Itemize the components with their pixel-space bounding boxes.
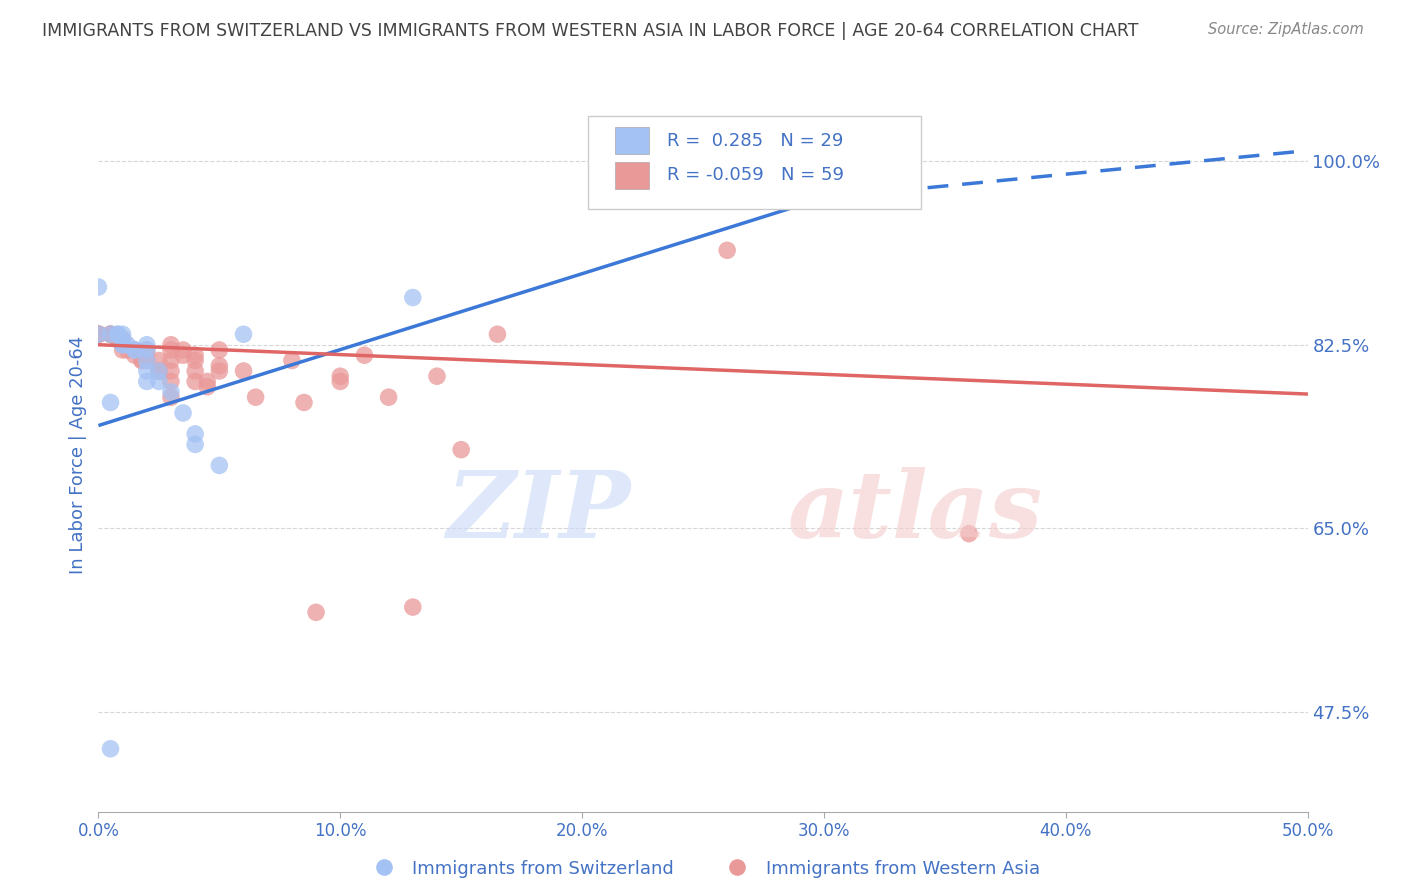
Point (184, 437, 207, 451)
Point (107, 333, 129, 347)
Point (716, 244, 738, 258)
Bar (614, 161, 648, 189)
Point (148, 364, 170, 378)
Point (160, 375, 183, 389)
Point (450, 442, 472, 457)
Point (172, 348, 194, 362)
Point (172, 343, 194, 357)
Point (87, 327, 110, 342)
Point (148, 353, 170, 368)
Point (131, 353, 153, 368)
Point (426, 369, 449, 384)
Point (135, 343, 157, 357)
Text: R = -0.059   N = 59: R = -0.059 N = 59 (666, 166, 844, 184)
Point (292, 395, 315, 409)
Text: Source: ZipAtlas.com: Source: ZipAtlas.com (1208, 22, 1364, 37)
Point (131, 353, 153, 368)
Point (111, 333, 134, 347)
Bar (614, 128, 648, 154)
Point (135, 364, 157, 378)
Point (107, 327, 129, 342)
Point (232, 364, 254, 378)
Point (87, 280, 110, 294)
Point (172, 406, 194, 420)
Point (148, 364, 170, 378)
Point (135, 375, 157, 389)
Point (111, 337, 134, 351)
Point (87, 327, 110, 342)
Point (117, 337, 139, 351)
Point (87, 327, 110, 342)
Point (100, 327, 122, 342)
Point (813, 149, 835, 163)
Point (208, 364, 231, 378)
Point (160, 390, 183, 404)
Point (124, 348, 146, 362)
Point (124, 343, 146, 357)
Point (208, 458, 231, 473)
Point (184, 426, 207, 441)
Point (148, 364, 170, 378)
Point (160, 384, 183, 399)
Point (305, 605, 328, 619)
Legend: Immigrants from Switzerland, Immigrants from Western Asia: Immigrants from Switzerland, Immigrants … (359, 853, 1047, 885)
Point (402, 291, 425, 305)
Point (486, 327, 509, 342)
Point (148, 375, 170, 389)
Point (87, 327, 110, 342)
Point (100, 327, 122, 342)
Point (208, 359, 231, 373)
Point (353, 348, 375, 362)
Point (107, 333, 129, 347)
Point (377, 390, 399, 404)
Point (281, 353, 304, 368)
Point (107, 333, 129, 347)
Point (107, 327, 129, 342)
Point (135, 343, 157, 357)
Point (232, 327, 254, 342)
FancyBboxPatch shape (588, 116, 921, 209)
Point (329, 369, 352, 384)
Point (160, 343, 183, 357)
Y-axis label: In Labor Force | Age 20-64: In Labor Force | Age 20-64 (69, 335, 87, 574)
Point (160, 364, 183, 378)
Point (111, 327, 134, 342)
Point (111, 333, 134, 347)
Point (148, 364, 170, 378)
Point (135, 348, 157, 362)
Point (160, 353, 183, 368)
Point (124, 343, 146, 357)
Point (135, 353, 157, 368)
Point (208, 343, 231, 357)
Point (124, 343, 146, 357)
Point (184, 353, 207, 368)
Point (111, 343, 134, 357)
Text: ZIP: ZIP (446, 467, 630, 557)
Point (117, 343, 139, 357)
Point (402, 600, 425, 615)
Point (100, 327, 122, 342)
Point (87, 327, 110, 342)
Point (111, 333, 134, 347)
Point (195, 380, 218, 394)
Point (184, 348, 207, 362)
Point (245, 390, 267, 404)
Point (100, 395, 122, 409)
Point (195, 375, 218, 389)
Point (111, 337, 134, 351)
Point (100, 741, 122, 756)
Point (111, 337, 134, 351)
Point (329, 375, 352, 389)
Point (957, 526, 980, 541)
Text: atlas: atlas (787, 467, 1043, 557)
Text: R =  0.285   N = 29: R = 0.285 N = 29 (666, 132, 844, 150)
Point (184, 364, 207, 378)
Point (184, 375, 207, 389)
Point (160, 337, 183, 351)
Text: IMMIGRANTS FROM SWITZERLAND VS IMMIGRANTS FROM WESTERN ASIA IN LABOR FORCE | AGE: IMMIGRANTS FROM SWITZERLAND VS IMMIGRANT… (42, 22, 1139, 40)
Point (100, 327, 122, 342)
Point (135, 337, 157, 351)
Point (135, 353, 157, 368)
Point (87, 327, 110, 342)
